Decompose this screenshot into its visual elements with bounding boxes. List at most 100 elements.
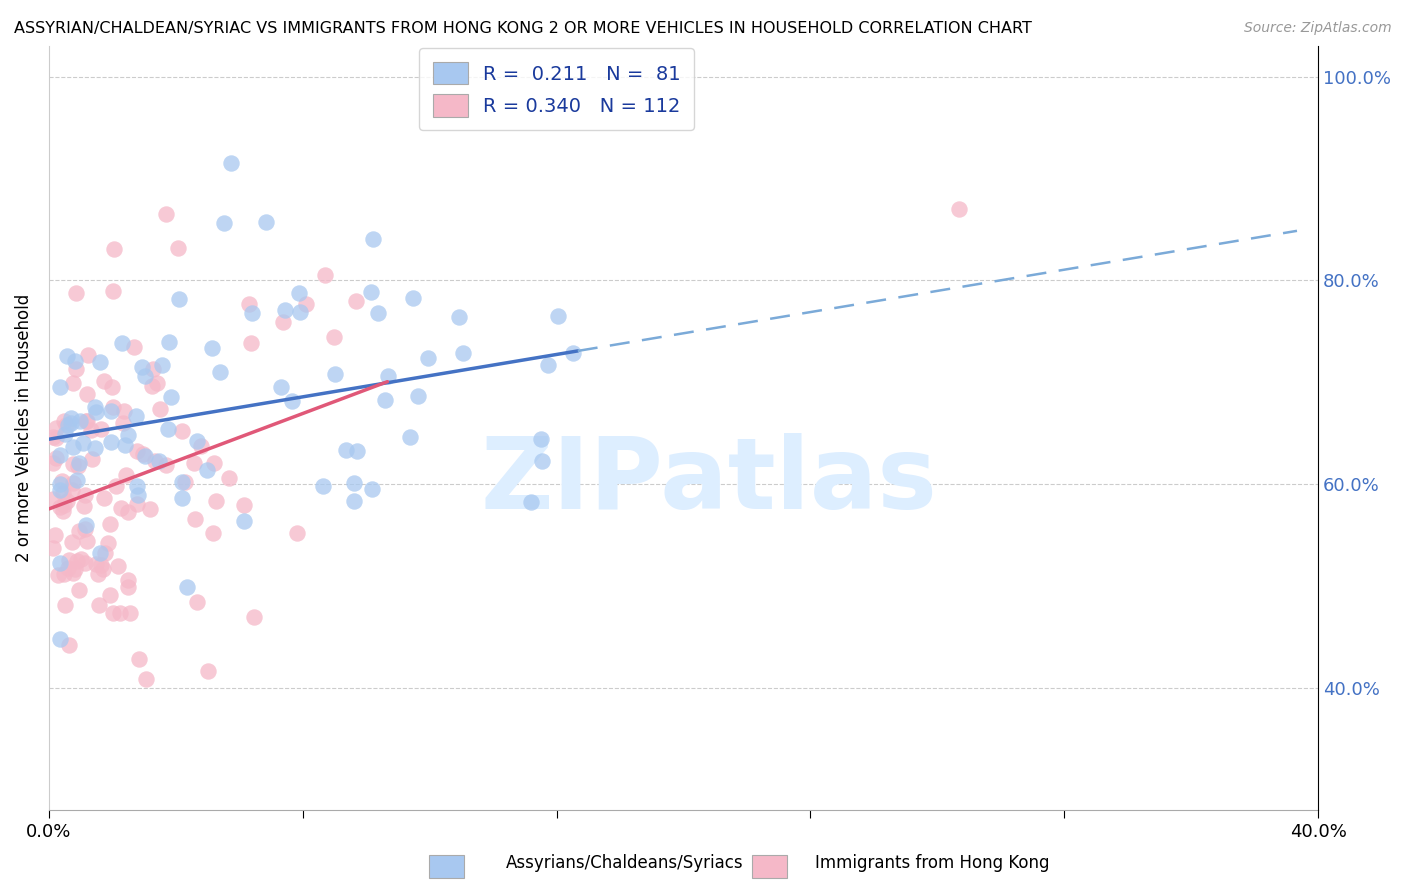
Point bbox=[155, 458, 177, 472]
Point bbox=[170, 475, 193, 490]
Point bbox=[141, 378, 163, 392]
Point bbox=[75, 414, 97, 428]
Point bbox=[195, 463, 218, 477]
Point bbox=[219, 156, 242, 170]
Point bbox=[100, 404, 122, 418]
Point bbox=[59, 416, 82, 430]
Point bbox=[150, 359, 173, 373]
Point bbox=[62, 440, 84, 454]
Point bbox=[69, 552, 91, 566]
Point bbox=[42, 541, 65, 555]
Point bbox=[173, 475, 195, 489]
Point bbox=[75, 517, 97, 532]
Point bbox=[145, 376, 167, 391]
Point bbox=[87, 567, 110, 582]
Point bbox=[75, 488, 97, 502]
Point bbox=[335, 443, 357, 458]
Point bbox=[117, 573, 139, 587]
Point bbox=[361, 482, 384, 496]
Point bbox=[89, 355, 111, 369]
Point bbox=[60, 483, 83, 497]
Point bbox=[89, 546, 111, 560]
Point bbox=[176, 580, 198, 594]
Point bbox=[148, 454, 170, 468]
Point bbox=[55, 417, 77, 432]
Point bbox=[323, 330, 346, 344]
Point bbox=[80, 423, 103, 437]
Point bbox=[73, 499, 96, 513]
Point bbox=[67, 456, 90, 470]
Point bbox=[93, 562, 115, 576]
Point bbox=[125, 497, 148, 511]
Point bbox=[90, 422, 112, 436]
Text: ZIPatlas: ZIPatlas bbox=[481, 434, 938, 530]
Point bbox=[56, 561, 79, 575]
Point bbox=[52, 504, 75, 518]
Point bbox=[232, 515, 254, 529]
Point bbox=[149, 401, 172, 416]
Point bbox=[530, 433, 553, 447]
Point bbox=[110, 501, 132, 516]
Text: Immigrants from Hong Kong: Immigrants from Hong Kong bbox=[815, 855, 1050, 872]
Point bbox=[65, 362, 87, 376]
Point bbox=[232, 499, 254, 513]
Point bbox=[239, 336, 262, 351]
Point bbox=[160, 390, 183, 404]
Point bbox=[271, 315, 294, 329]
Point bbox=[52, 499, 75, 513]
Point bbox=[312, 479, 335, 493]
Point bbox=[104, 478, 127, 492]
Point bbox=[58, 417, 80, 432]
Point bbox=[167, 292, 190, 306]
Point bbox=[72, 435, 94, 450]
Point bbox=[90, 558, 112, 573]
Point bbox=[531, 454, 554, 468]
Point bbox=[948, 202, 970, 217]
Point bbox=[125, 479, 148, 493]
Point bbox=[103, 607, 125, 621]
Point bbox=[290, 305, 312, 319]
Text: Assyrians/Chaldeans/Syriacs: Assyrians/Chaldeans/Syriacs bbox=[506, 855, 744, 872]
Point bbox=[63, 354, 86, 368]
Point bbox=[243, 610, 266, 624]
Point bbox=[98, 517, 121, 532]
Point bbox=[52, 567, 75, 582]
Point bbox=[103, 242, 125, 256]
Point bbox=[65, 286, 87, 301]
Point bbox=[60, 534, 83, 549]
Point bbox=[48, 477, 70, 491]
Point bbox=[67, 524, 90, 539]
Point bbox=[112, 404, 135, 418]
Point bbox=[51, 474, 73, 488]
Point bbox=[184, 512, 207, 526]
Point bbox=[254, 215, 277, 229]
Point bbox=[270, 380, 292, 394]
Point bbox=[314, 268, 336, 282]
Point bbox=[98, 588, 121, 602]
Point bbox=[66, 554, 89, 568]
Point bbox=[323, 367, 346, 381]
Point bbox=[294, 296, 316, 310]
Point bbox=[87, 599, 110, 613]
Point bbox=[82, 451, 104, 466]
Point bbox=[190, 439, 212, 453]
Point bbox=[42, 430, 65, 444]
Point bbox=[93, 491, 115, 506]
Point bbox=[62, 376, 84, 390]
Point bbox=[60, 411, 83, 425]
Point bbox=[84, 441, 107, 455]
Y-axis label: 2 or more Vehicles in Household: 2 or more Vehicles in Household bbox=[15, 294, 32, 562]
Point bbox=[131, 359, 153, 374]
Point bbox=[408, 389, 430, 403]
Point bbox=[42, 456, 65, 470]
Point bbox=[202, 456, 225, 470]
Point bbox=[218, 471, 240, 485]
Point bbox=[108, 606, 131, 620]
Point bbox=[242, 306, 264, 320]
Point bbox=[377, 368, 399, 383]
Point bbox=[94, 546, 117, 560]
Point bbox=[143, 454, 166, 468]
Point bbox=[124, 409, 146, 423]
Point bbox=[76, 414, 98, 428]
Point bbox=[281, 394, 304, 409]
